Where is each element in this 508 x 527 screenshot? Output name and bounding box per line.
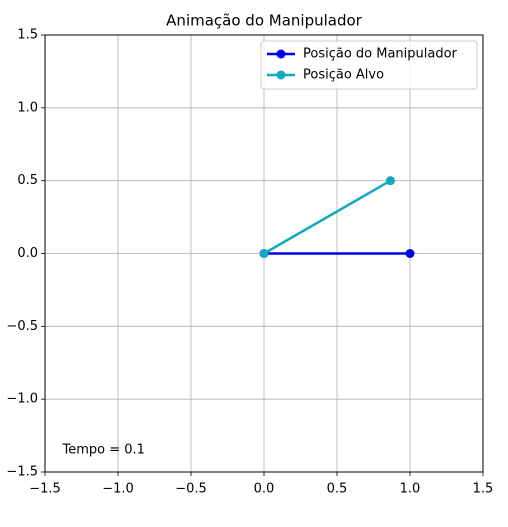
y-tick-label: 1.0 (17, 100, 38, 115)
x-tick-label: 1.5 (473, 482, 494, 497)
point (405, 249, 415, 258)
annotation: Tempo = 0.1 (62, 443, 145, 458)
y-tick-label: −1.0 (6, 392, 38, 407)
series-line (263, 179, 392, 255)
y-tick-label: −1.5 (6, 465, 38, 480)
legend-marker (276, 70, 286, 80)
legend-box (260, 40, 478, 90)
point (259, 249, 269, 258)
chart-title: Animação do Manipulador (166, 12, 362, 30)
y-tick-label: −0.5 (6, 319, 38, 334)
x-tick-label: −1.0 (102, 482, 134, 497)
legend-label: Posição Alvo (303, 68, 384, 83)
legend-label: Posição do Manipulador (303, 47, 458, 62)
x-tick-label: −1.5 (29, 482, 61, 497)
legend-marker (276, 49, 286, 59)
point (385, 176, 395, 186)
x-tick-label: 0.0 (254, 482, 275, 497)
x-tick-label: 0.5 (327, 482, 348, 497)
y-tick-label: 1.5 (17, 28, 38, 43)
y-tick-label: 0.5 (17, 173, 38, 188)
x-tick-label: 1.0 (400, 482, 421, 497)
plot-frame (44, 34, 484, 473)
y-tick-label: 0.0 (17, 246, 38, 261)
x-tick-label: −0.5 (175, 482, 207, 497)
